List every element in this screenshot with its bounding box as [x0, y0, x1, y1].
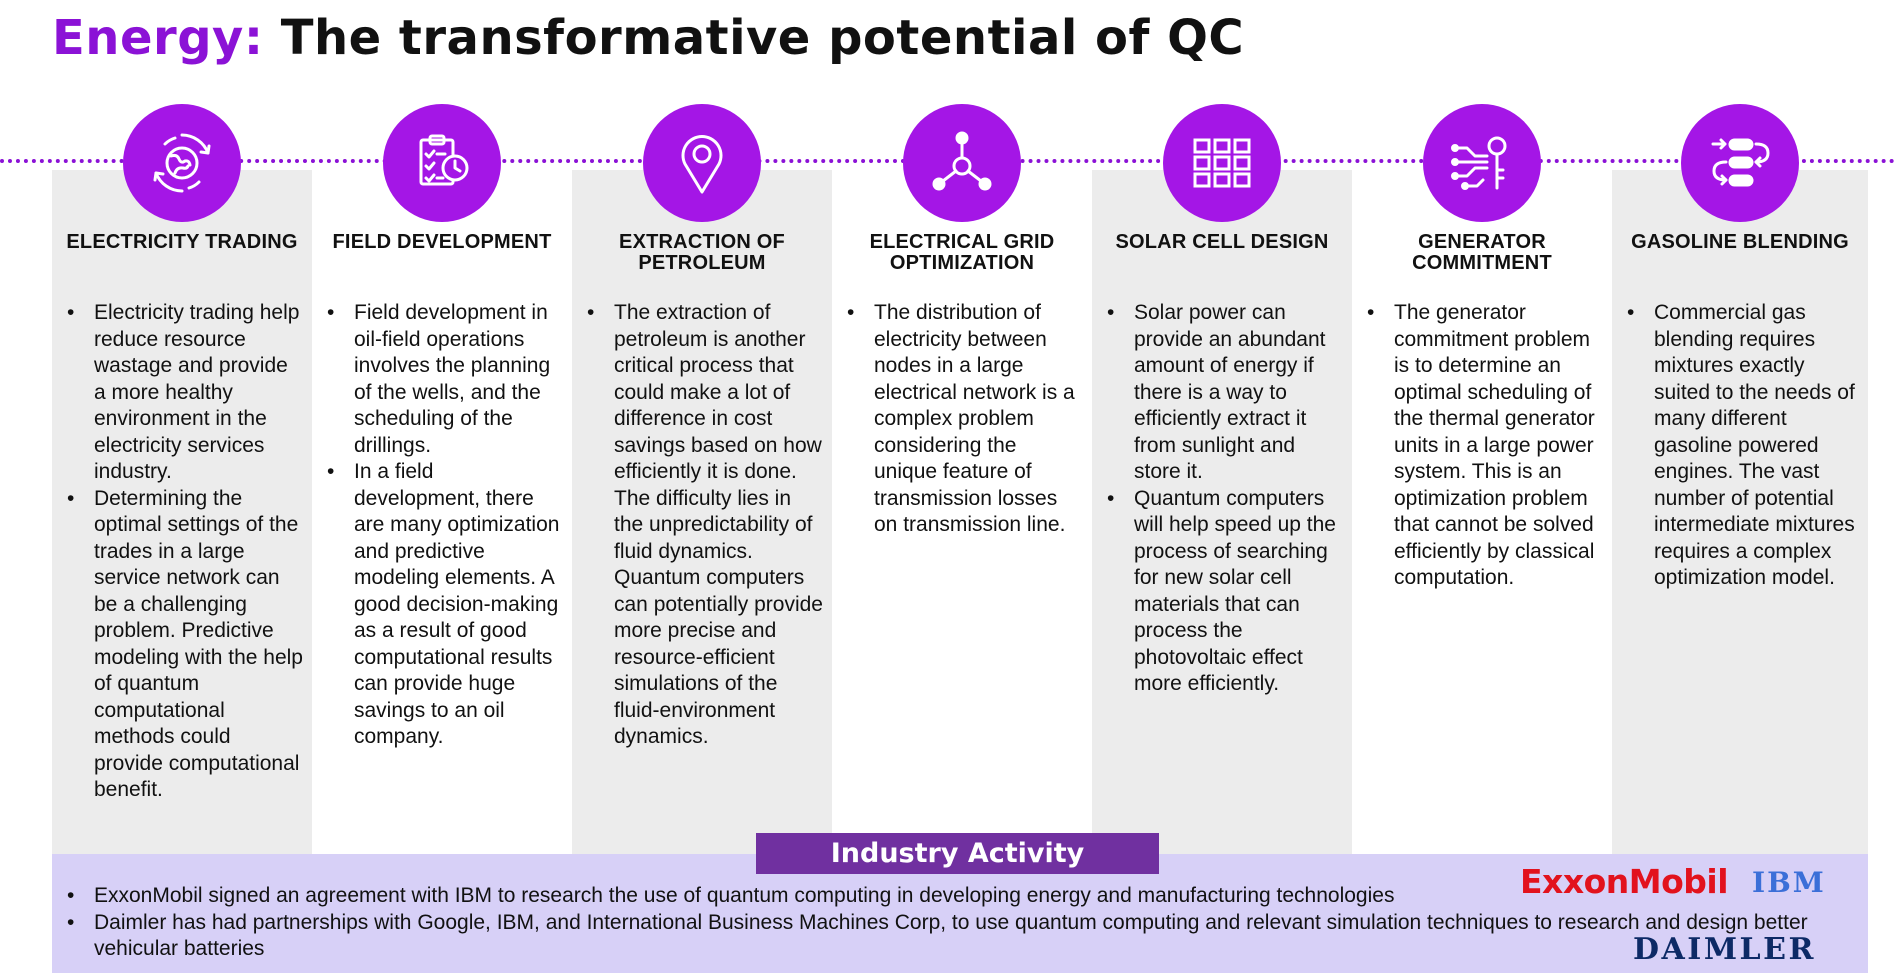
bullet-list: The distribution of electricity between … — [844, 300, 1084, 539]
bullet-item: In a field development, there are many o… — [324, 459, 564, 751]
circuit-key-icon — [1423, 104, 1541, 222]
industry-activity-title: Industry Activity — [756, 833, 1159, 874]
bullet-item: Commercial gas blending requires mixture… — [1624, 300, 1860, 592]
bullet-list: The generator commitment problem is to d… — [1364, 300, 1604, 592]
bullet-list: Solar power can provide an abundant amou… — [1104, 300, 1344, 698]
bullet-item: Solar power can provide an abundant amou… — [1104, 300, 1344, 486]
bullet-item: Field development in oil-field operation… — [324, 300, 564, 459]
bullet-list: The extraction of petroleum is another c… — [584, 300, 824, 751]
clipboard-clock-icon — [383, 104, 501, 222]
column-electrical-grid-optimization: ELECTRICAL GRID OPTIMIZATION The distrib… — [832, 104, 1092, 858]
bullet-item: Determining the optimal settings of the … — [64, 486, 304, 804]
industry-item: Daimler has had partnerships with Google… — [64, 910, 1844, 963]
column-title: SOLAR CELL DESIGN — [1115, 231, 1329, 253]
blending-flow-icon — [1681, 104, 1799, 222]
column-title: GASOLINE BLENDING — [1631, 231, 1849, 253]
bullet-item: Quantum computers will help speed up the… — [1104, 486, 1344, 698]
bullet-list: Field development in oil-field operation… — [324, 300, 564, 751]
column-generator-commitment: GENERATOR COMMITMENT The generator commi… — [1352, 104, 1612, 858]
bullet-item: The generator commitment problem is to d… — [1364, 300, 1604, 592]
location-pin-icon — [643, 104, 761, 222]
bullet-list: Commercial gas blending requires mixture… — [1624, 300, 1860, 592]
title-text: The transformative potential of QC — [280, 10, 1245, 66]
column-gasoline-blending: GASOLINE BLENDING Commercial gas blendin… — [1612, 104, 1868, 858]
bullet-item: Electricity trading help reduce resource… — [64, 300, 304, 486]
exxonmobil-logo: ExxonMobil — [1520, 862, 1729, 901]
daimler-logo: DAIMLER — [1633, 932, 1816, 967]
industry-item: ExxonMobil signed an agreement with IBM … — [64, 883, 1844, 910]
bullet-item: The extraction of petroleum is another c… — [584, 300, 824, 751]
column-field-development: FIELD DEVELOPMENT Field development in o… — [312, 104, 572, 858]
column-electricity-trading: ELECTRICITY TRADING Electricity trading … — [52, 104, 312, 858]
column-title: ELECTRICAL GRID OPTIMIZATION — [869, 231, 1055, 274]
column-title: ELECTRICITY TRADING — [66, 231, 298, 253]
network-nodes-icon — [903, 104, 1021, 222]
ibm-logo: IBM — [1752, 866, 1826, 899]
page-title: Energy: The transformative potential of … — [52, 10, 1244, 66]
column-title: GENERATOR COMMITMENT — [1412, 231, 1552, 274]
column-title: FIELD DEVELOPMENT — [332, 231, 552, 253]
industry-activity-list: ExxonMobil signed an agreement with IBM … — [64, 883, 1844, 963]
title-highlight: Energy: — [52, 10, 264, 66]
bullet-list: Electricity trading help reduce resource… — [64, 300, 304, 804]
column-extraction-of-petroleum: EXTRACTION OF PETROLEUM The extraction o… — [572, 104, 832, 858]
bullet-item: The distribution of electricity between … — [844, 300, 1084, 539]
globe-cycle-icon — [123, 104, 241, 222]
column-title: EXTRACTION OF PETROLEUM — [619, 231, 785, 274]
column-solar-cell-design: SOLAR CELL DESIGN Solar power can provid… — [1092, 104, 1352, 858]
solar-panel-grid-icon — [1163, 104, 1281, 222]
